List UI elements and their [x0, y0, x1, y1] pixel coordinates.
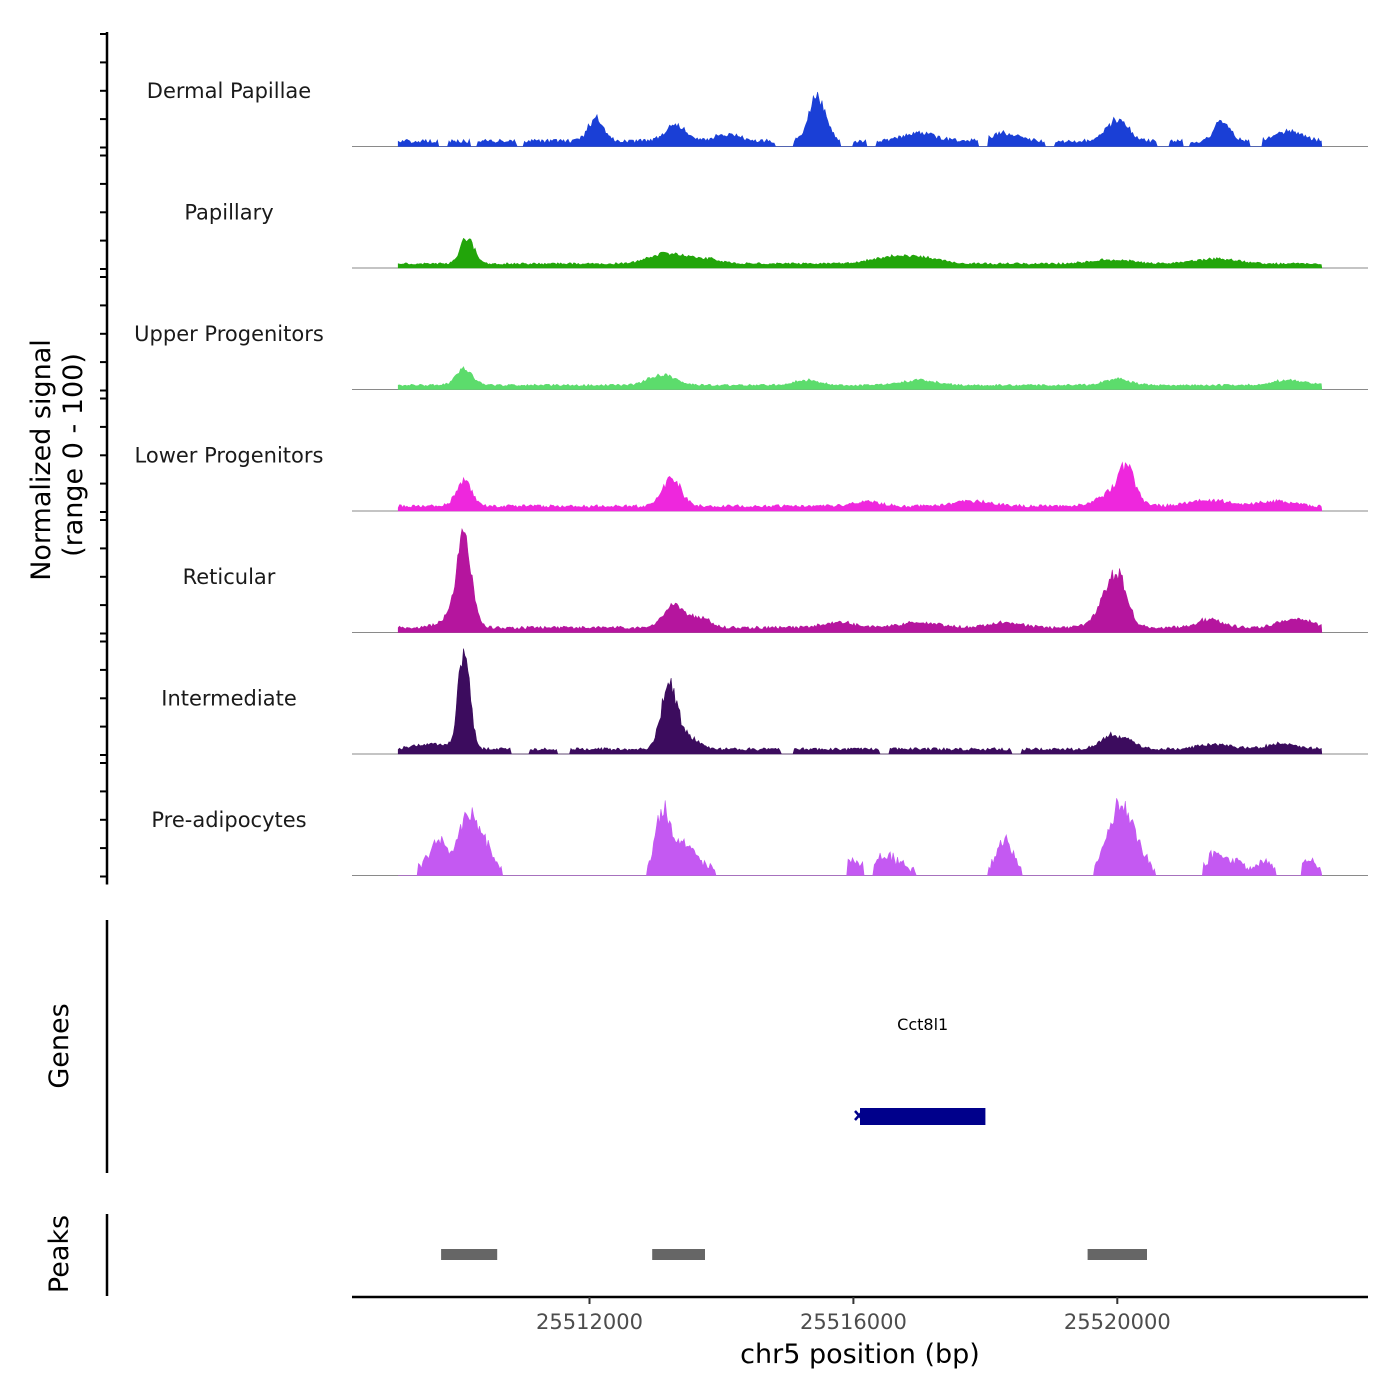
gene-strand-marker: [854, 1110, 864, 1121]
coverage-signal-area: [397, 648, 1323, 755]
track-label: Reticular: [183, 565, 276, 589]
x-axis-ticks: 25512000 25516000 25520000: [536, 1297, 1171, 1334]
track-label: Papillary: [184, 201, 273, 225]
coverage-y-axis: [100, 32, 109, 885]
x-axis-title: chr5 position (bp): [740, 1339, 980, 1370]
peak-region-bar: [441, 1249, 498, 1260]
coverage-y-axis-subtitle: (range 0 - 100): [58, 353, 89, 557]
gene-label: Cct8l1: [897, 1015, 948, 1034]
peaks-track: [441, 1249, 1147, 1260]
peaks-track-title: Peaks: [44, 1215, 75, 1293]
coverage-signal-area: [398, 798, 1323, 876]
coverage-tracks: Dermal Papillae Papillary Upper Progenitor…: [134, 79, 1368, 876]
peak-region-bar: [652, 1249, 705, 1260]
genes-track-title: Genes: [44, 1003, 75, 1088]
x-axis-tick-label: 25516000: [800, 1310, 907, 1334]
coverage-signal-area: [397, 366, 1323, 390]
track-label: Dermal Papillae: [147, 79, 311, 103]
coverage-signal-area: [397, 91, 1323, 147]
x-axis-tick-label: 25520000: [1064, 1310, 1171, 1334]
x-axis-tick-label: 25512000: [536, 1310, 643, 1334]
track-label: Upper Progenitors: [134, 322, 324, 346]
gene-body-bar: [860, 1108, 986, 1125]
track-label: Lower Progenitors: [135, 444, 324, 468]
coverage-signal-area: [397, 237, 1323, 269]
genes-track: Cct8l1: [854, 1015, 986, 1125]
peak-region-bar: [1087, 1249, 1147, 1260]
track-label: Pre-adipocytes: [151, 808, 306, 832]
coverage-signal-area: [397, 461, 1323, 512]
coverage-y-axis-title: Normalized signal: [26, 339, 57, 581]
track-label: Intermediate: [161, 687, 297, 711]
coverage-signal-area: [397, 527, 1323, 633]
